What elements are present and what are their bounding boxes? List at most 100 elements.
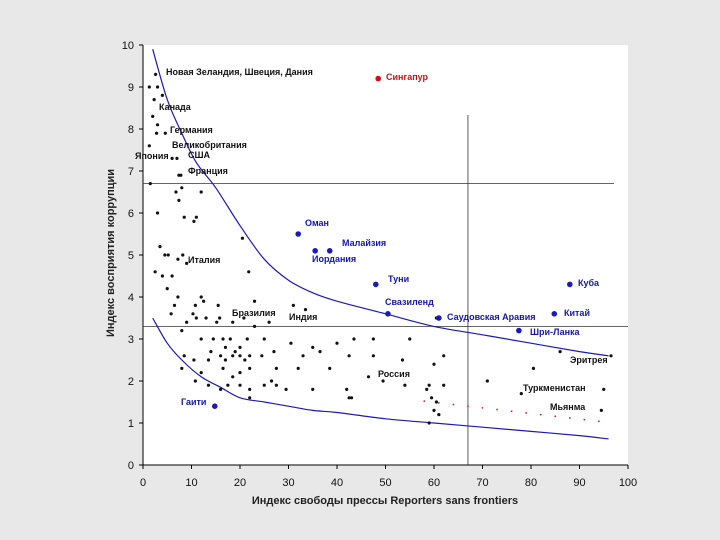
data-point xyxy=(160,274,164,278)
data-point xyxy=(231,375,235,379)
data-point xyxy=(371,337,375,341)
y-tick-label: 9 xyxy=(128,82,134,94)
y-tick-label: 0 xyxy=(128,460,134,472)
data-point xyxy=(155,123,160,127)
data-point xyxy=(432,362,436,366)
point-label: США xyxy=(188,150,211,160)
data-point xyxy=(163,131,167,135)
data-point xyxy=(248,396,252,400)
data-point xyxy=(599,408,603,412)
highlighted-point xyxy=(375,75,382,82)
data-point xyxy=(192,358,196,362)
data-point xyxy=(176,295,180,299)
data-point xyxy=(154,131,159,135)
data-point xyxy=(185,320,189,324)
data-point xyxy=(219,387,223,391)
data-point xyxy=(238,354,242,358)
point-label: Иордания xyxy=(312,254,356,264)
y-tick-label: 5 xyxy=(128,250,134,262)
data-point xyxy=(202,299,206,303)
data-point xyxy=(193,379,197,383)
highlighted-point xyxy=(516,327,522,334)
point-label: Великобритания xyxy=(172,140,247,150)
data-point xyxy=(238,383,242,387)
data-point xyxy=(434,400,439,404)
data-point xyxy=(199,295,203,299)
red-reference-dot xyxy=(437,401,440,404)
data-point xyxy=(180,366,184,370)
y-tick-label: 6 xyxy=(128,208,134,220)
data-point xyxy=(160,93,164,97)
data-point xyxy=(347,354,351,358)
red-reference-dot xyxy=(525,412,528,414)
point-label: Италия xyxy=(188,255,220,265)
data-point xyxy=(349,396,354,400)
red-reference-dot xyxy=(583,418,586,421)
point-labels: Новая Зеландия, Швеция, Дания Сингапур Кан… xyxy=(135,67,608,412)
data-point xyxy=(272,350,276,354)
data-point xyxy=(155,85,160,89)
data-point xyxy=(179,173,183,177)
point-label: Индия xyxy=(289,312,317,322)
data-point xyxy=(238,371,242,375)
data-point xyxy=(152,98,156,102)
data-point xyxy=(602,387,606,391)
data-point xyxy=(238,345,242,349)
data-point xyxy=(328,366,332,370)
data-point xyxy=(219,354,223,358)
red-reference-dot xyxy=(568,417,571,419)
data-point xyxy=(248,387,252,391)
data-point xyxy=(311,345,315,349)
data-point xyxy=(242,316,246,320)
data-point xyxy=(352,337,356,341)
data-point xyxy=(558,350,562,354)
x-tick-label: 30 xyxy=(282,477,294,489)
y-axis-title: Индекс восприятия коррупции xyxy=(105,169,117,337)
point-label: Свазиленд xyxy=(385,297,434,307)
data-point xyxy=(274,383,278,387)
point-label: Бразилия xyxy=(232,308,276,318)
data-point xyxy=(177,198,181,202)
data-point xyxy=(180,186,184,190)
red-reference-dot xyxy=(496,408,498,411)
data-point xyxy=(442,383,446,387)
upper-envelope-curve xyxy=(152,49,609,357)
x-tick-label: 60 xyxy=(428,477,440,489)
point-label: Туркменистан xyxy=(523,383,586,393)
x-tick-label: 80 xyxy=(525,477,537,489)
point-label: Новая Зеландия, Швеция, Дания xyxy=(166,67,313,77)
data-point xyxy=(206,358,211,362)
data-point xyxy=(181,253,185,257)
data-point xyxy=(209,350,213,354)
red-reference-dot xyxy=(423,400,426,403)
x-tick-label: 90 xyxy=(573,477,585,489)
data-point xyxy=(233,350,237,354)
y-tick-label: 1 xyxy=(128,418,134,430)
point-label: Шри-Ланка xyxy=(530,327,581,337)
data-point xyxy=(192,219,196,223)
highlighted-point xyxy=(295,231,302,237)
data-point xyxy=(425,387,429,391)
red-reference-dot xyxy=(510,410,513,413)
point-label: Оман xyxy=(305,218,329,228)
data-point xyxy=(248,354,252,358)
point-label: Эритрея xyxy=(570,355,608,365)
data-point xyxy=(400,358,405,362)
data-point xyxy=(147,85,151,89)
data-point xyxy=(170,274,174,278)
data-point xyxy=(221,366,225,370)
x-tick-label: 0 xyxy=(140,477,146,489)
data-point xyxy=(408,337,412,341)
point-label: Сингапур xyxy=(386,72,429,82)
highlighted-point xyxy=(385,311,391,317)
data-point xyxy=(301,354,305,358)
point-label: Мьянма xyxy=(550,402,586,412)
data-point xyxy=(231,320,235,324)
point-label: Россия xyxy=(378,369,410,379)
data-point xyxy=(252,324,257,328)
point-label: Канада xyxy=(159,102,192,112)
y-tick-label: 8 xyxy=(128,124,134,136)
y-tick-label: 7 xyxy=(128,166,134,178)
data-point xyxy=(180,329,184,333)
